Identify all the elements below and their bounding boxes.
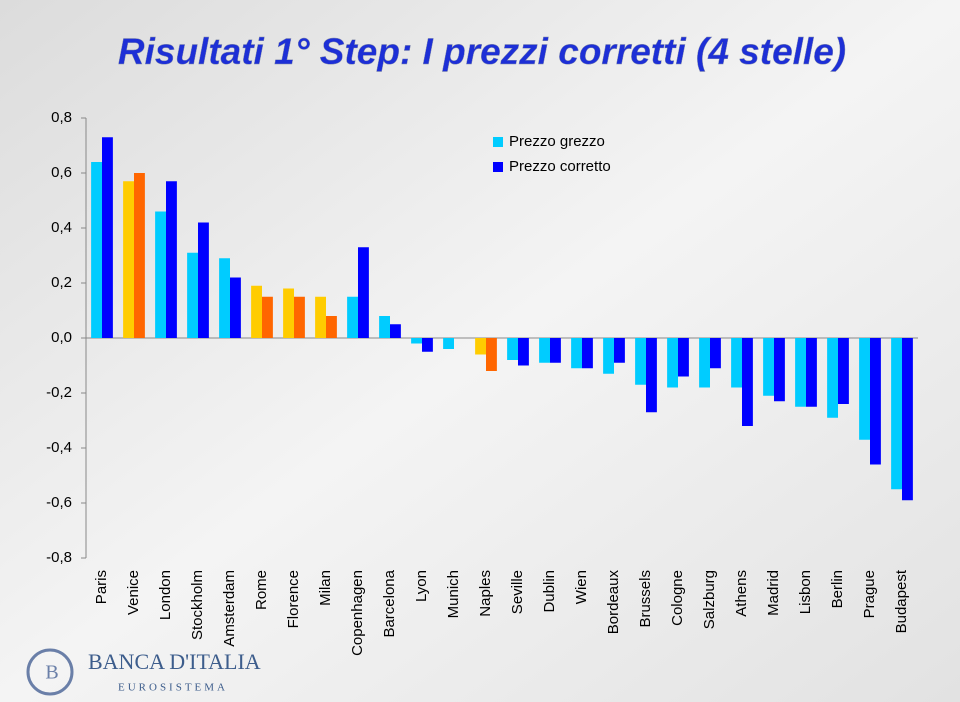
x-tick-label: Milan (317, 570, 334, 606)
x-tick-label: Cologne (669, 570, 686, 626)
y-tick-label: -0,6 (46, 494, 72, 511)
bar (891, 338, 902, 490)
logo-name: BANCA D'ITALIA (88, 649, 261, 674)
x-tick-label: Budapest (893, 569, 910, 633)
bar (571, 338, 582, 369)
y-tick-label: 0,4 (51, 219, 72, 236)
x-tick-label: Stockholm (189, 570, 206, 640)
bar (390, 324, 401, 338)
bar (795, 338, 806, 407)
bar (187, 252, 198, 338)
bar (635, 338, 646, 385)
bar (443, 338, 454, 349)
y-tick-label: 0,0 (51, 329, 72, 346)
bar (198, 222, 209, 338)
bar (678, 338, 689, 377)
bar (326, 316, 337, 338)
bar (667, 338, 678, 388)
y-tick-label: 0,6 (51, 164, 72, 181)
bar (219, 258, 230, 338)
bar (358, 247, 369, 338)
chart-title: Risultati 1° Step: I prezzi corretti (4 … (118, 31, 846, 72)
legend-label: Prezzo grezzo (509, 133, 605, 150)
bar (123, 181, 134, 338)
x-tick-label: Florence (285, 570, 302, 628)
x-tick-label: Naples (477, 570, 494, 617)
y-tick-label: -0,8 (46, 549, 72, 566)
x-tick-label: Salzburg (701, 570, 718, 629)
y-tick-label: 0,8 (51, 109, 72, 126)
x-tick-label: Lyon (413, 570, 430, 602)
bar (518, 338, 529, 366)
x-tick-label: Rome (253, 570, 270, 610)
x-tick-label: Prague (861, 570, 878, 618)
bar (838, 338, 849, 404)
x-tick-label: Amsterdam (221, 570, 238, 647)
bar (710, 338, 721, 369)
bar (91, 162, 102, 338)
bar (603, 338, 614, 374)
bar (283, 288, 294, 338)
bar (155, 211, 166, 338)
bar (742, 338, 753, 426)
x-tick-label: Seville (509, 570, 526, 614)
bar (507, 338, 518, 360)
logo-sub: EUROSISTEMA (118, 682, 228, 694)
x-tick-label: Berlin (829, 570, 846, 608)
y-tick-label: 0,2 (51, 274, 72, 291)
bar (774, 338, 785, 402)
legend-label: Prezzo corretto (509, 158, 611, 175)
bar (102, 137, 113, 338)
logo: B BANCA D'ITALIA EUROSISTEMA (26, 648, 261, 696)
bar (411, 338, 422, 344)
bar (763, 338, 774, 396)
bar (315, 296, 326, 338)
bar (262, 296, 273, 338)
x-tick-label: Paris (93, 570, 110, 604)
bar (251, 285, 262, 338)
x-tick-label: Munich (445, 570, 462, 618)
x-tick-label: Venice (125, 570, 142, 615)
bar (486, 338, 497, 371)
logo-mark: B (45, 662, 58, 684)
x-tick-label: Athens (733, 570, 750, 617)
x-tick-label: Bordeaux (605, 570, 622, 635)
legend-swatch (493, 137, 503, 147)
bar (699, 338, 710, 388)
logo-emblem (26, 648, 74, 696)
bar (166, 181, 177, 338)
x-tick-label: Wien (573, 570, 590, 604)
bar (550, 338, 561, 363)
bar (731, 338, 742, 388)
x-tick-label: Barcelona (381, 569, 398, 637)
bar (422, 338, 433, 352)
bar (614, 338, 625, 363)
x-tick-label: Lisbon (797, 570, 814, 614)
bar (230, 277, 241, 338)
x-tick-label: Dublin (541, 570, 558, 613)
legend-swatch (493, 162, 503, 172)
bar (806, 338, 817, 407)
bar (902, 338, 913, 501)
y-tick-label: -0,2 (46, 384, 72, 401)
bar (859, 338, 870, 440)
x-tick-label: London (157, 570, 174, 620)
bar (347, 296, 358, 338)
bar (646, 338, 657, 413)
x-tick-label: Copenhagen (349, 570, 366, 656)
bar (539, 338, 550, 363)
bar (294, 296, 305, 338)
bar (379, 316, 390, 338)
bar (827, 338, 838, 418)
bar (134, 173, 145, 338)
x-tick-label: Brussels (637, 570, 654, 628)
bar (475, 338, 486, 355)
bar (870, 338, 881, 465)
y-tick-label: -0,4 (46, 439, 72, 456)
x-tick-label: Madrid (765, 570, 782, 616)
bar (582, 338, 593, 369)
